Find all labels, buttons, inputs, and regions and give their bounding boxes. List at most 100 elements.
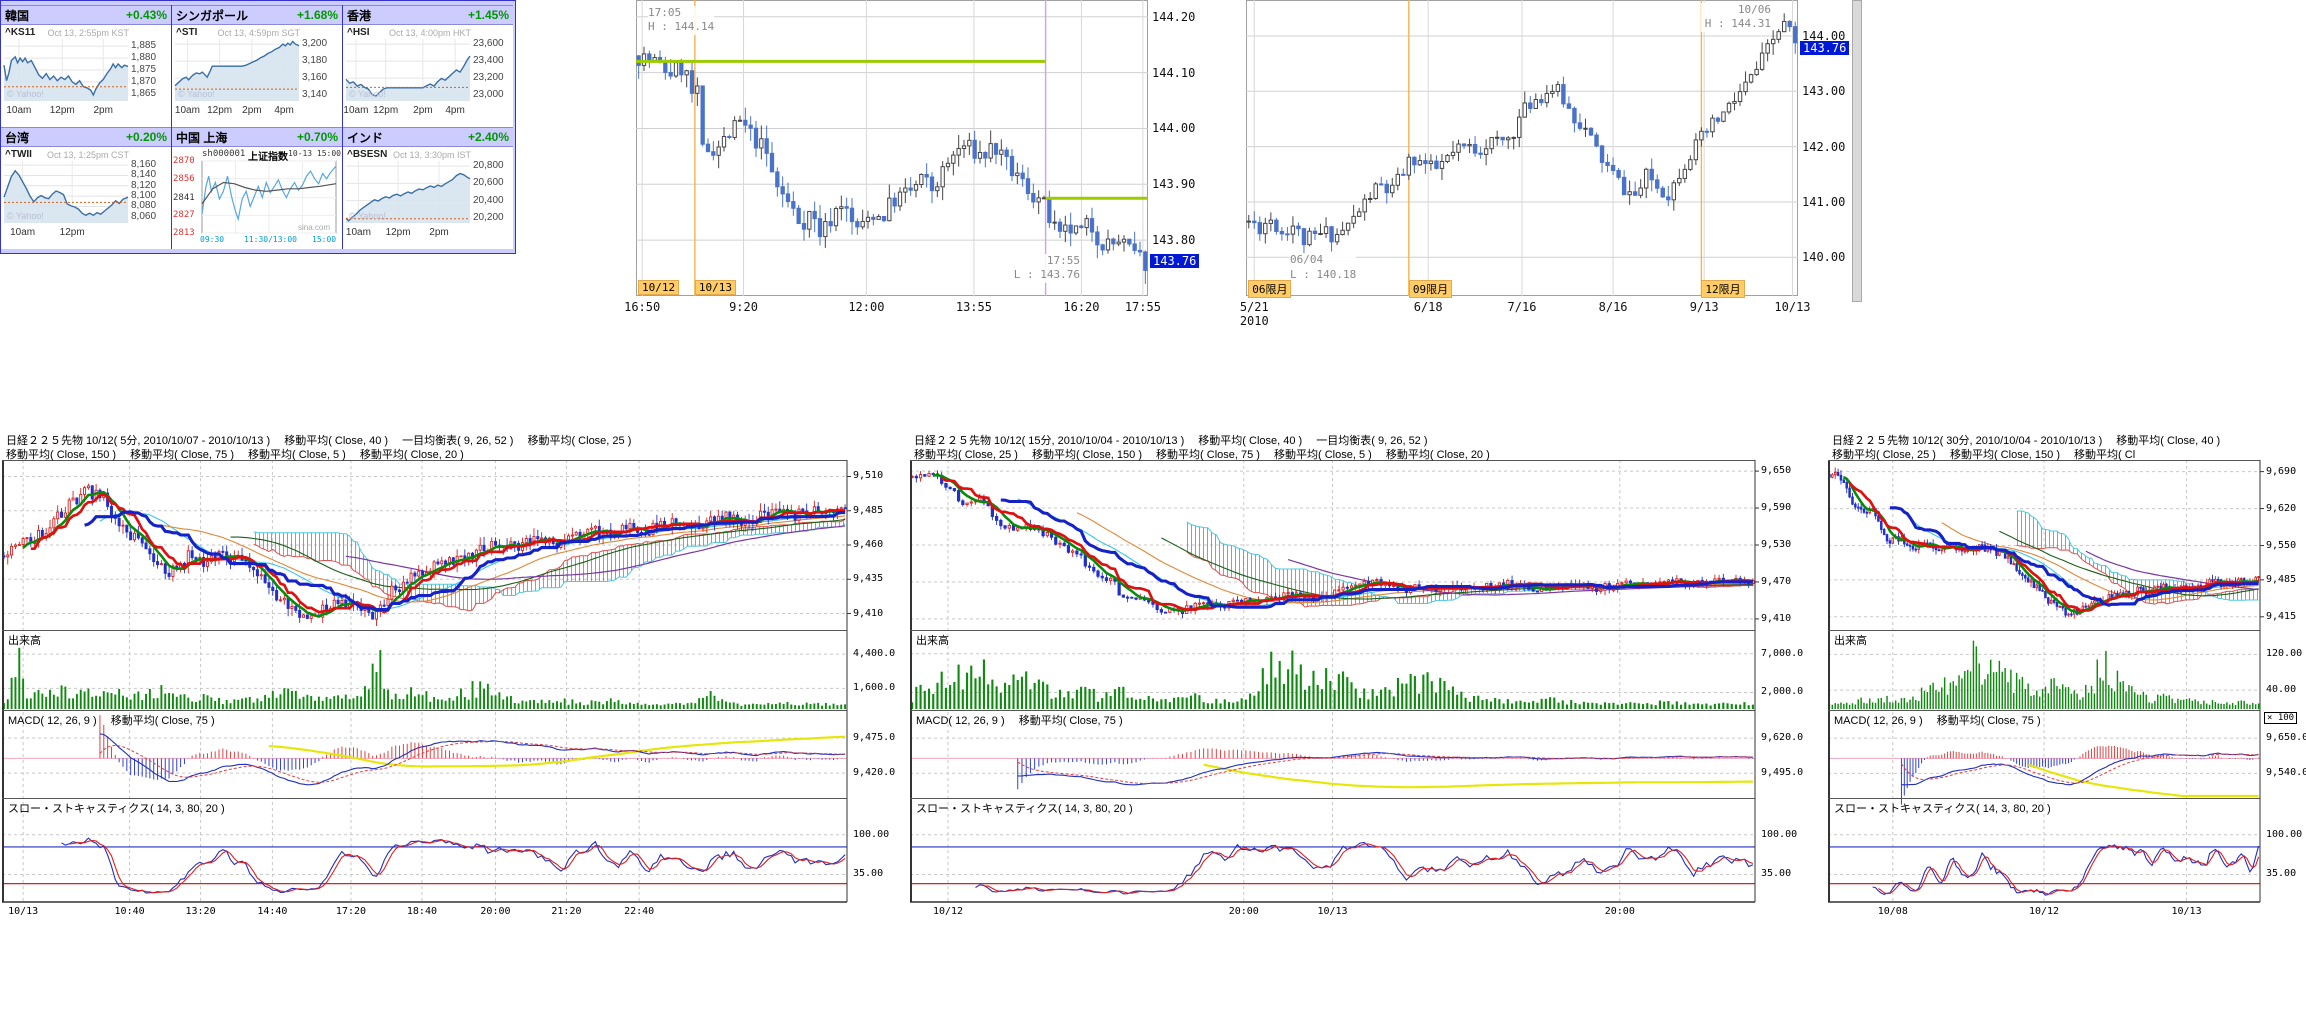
x-axis-label: 13:55: [955, 300, 992, 314]
scrollbar[interactable]: [1852, 0, 1862, 302]
y-axis-label: 20,600: [473, 177, 504, 189]
market-tile-korea[interactable]: 韓国 +0.43% ^KS11 Oct 13, 2:55pm KST 1,885 1,…: [1, 5, 172, 127]
market-change: +1.45%: [467, 8, 509, 22]
y-axis-label: 9,650: [1761, 465, 1792, 477]
y-axis-label: 1,885: [131, 40, 157, 52]
mini-chart-canvas: [345, 39, 471, 101]
x-axis-label: 10/13: [8, 906, 39, 917]
nikkei-30min-chart[interactable]: 日経２２５先物 10/12( 30分, 2010/10/04 - 2010/10…: [1828, 430, 2306, 930]
yahoo-watermark: © Yahoo!: [349, 211, 386, 221]
tile-header: 香港 +1.45%: [343, 5, 513, 25]
fx-chart-canvas[interactable]: [636, 0, 1148, 296]
markets-row-2: 台湾 +0.20% ^TWII Oct 13, 1:25pm CST 8,160 8,…: [1, 127, 515, 249]
market-tile-singapore[interactable]: シンガポール +1.68% ^STI Oct 13, 4:59pm SGT 3,20…: [172, 5, 343, 127]
x-axis-label: 8/16: [1598, 300, 1628, 314]
x-axis-label: 6/18: [1413, 300, 1443, 314]
y-axis-label: 23,000: [473, 89, 504, 101]
volume-axis-label: 40.00: [2266, 684, 2297, 696]
y-axis-label: 8,140: [131, 169, 157, 181]
y-axis-label: 9,690: [2266, 465, 2297, 477]
x-axis-label: 10/08: [1877, 906, 1908, 917]
x-axis-label: 5/21 2010: [1232, 300, 1276, 328]
x-axis-label: 10/13: [1317, 906, 1348, 917]
x-axis-label: 14:40: [257, 906, 288, 917]
macd-axis-label: 9,620.0: [1761, 732, 1804, 744]
y-axis-label: 9,550: [2266, 539, 2297, 551]
market-chart-taiwan[interactable]: ^TWII Oct 13, 1:25pm CST 8,160 8,140 8,120 8,…: [1, 147, 171, 249]
y-axis-label: 20,200: [473, 211, 504, 223]
x-axis-label: 10am: [6, 105, 32, 116]
x-axis-label: 12pm: [385, 227, 411, 238]
y-axis-label: 143.00: [1802, 84, 1846, 99]
y-axis-label: 1,870: [131, 75, 157, 87]
fx-daily-chart[interactable]: 144.00 143.00 142.00 141.00 140.00 143.76 5/21…: [1240, 0, 1862, 328]
volume-panel-label: 出来高: [8, 635, 41, 647]
y-axis-label: 8,060: [131, 210, 157, 222]
x-axis-label: 4pm: [274, 105, 294, 116]
index-symbol: ^KS11: [5, 27, 36, 38]
nikkei-15min-chart[interactable]: 日経２２５先物 10/12( 15分, 2010/10/04 - 2010/10…: [910, 430, 1810, 930]
market-chart-hongkong[interactable]: ^HSI Oct 13, 4:00pm HKT 23,600 23,400 23,200…: [343, 25, 513, 127]
fx-intraday-chart[interactable]: 144.20 144.10 144.00 143.90 143.80 143.76 16:5…: [624, 0, 1200, 318]
technical-chart-canvas[interactable]: [910, 460, 1810, 906]
yahoo-watermark: © Yahoo!: [178, 89, 215, 99]
low-annotation: 17:55 L : 143.76: [1004, 254, 1080, 283]
x-axis-label: 10/13: [2171, 906, 2202, 917]
x-axis-sublabel: 2010: [1239, 314, 1269, 328]
market-chart-shanghai[interactable]: 2870 2856 2841 2827 2813 sh000001 上证指数 10-13 15…: [172, 147, 342, 249]
x-axis-label: 10am: [345, 227, 371, 238]
last-price-tag: 143.76: [1800, 41, 1850, 56]
x-axis-label: 10am: [343, 105, 369, 116]
x-axis-label: 10/12: [2028, 906, 2060, 917]
x-axis-label: 11:30/13:00: [244, 235, 297, 244]
index-symbol: ^STI: [176, 27, 198, 38]
y-axis-label: 1,880: [131, 52, 157, 64]
stoch-axis-label: 100.00: [2266, 828, 2303, 840]
y-axis-label: 9,620: [2266, 502, 2297, 514]
stoch-axis-label: 100.00: [1761, 828, 1798, 840]
y-axis-label: 144.10: [1152, 65, 1196, 80]
market-chart-singapore[interactable]: ^STI Oct 13, 4:59pm SGT 3,200 3,180 3,160 3,1…: [172, 25, 342, 127]
x-axis-label: 20:00: [1604, 906, 1635, 917]
macd-axis-label: 9,540.0: [2266, 767, 2306, 779]
tile-header: 韓国 +0.43%: [1, 5, 171, 25]
chart-title-line1: 日経２２５先物 10/12( 15分, 2010/10/04 - 2010/10…: [914, 435, 1428, 447]
x-axis-label: 7/16: [1507, 300, 1537, 314]
x-axis-label: 10/12: [932, 906, 964, 917]
contract-month-tag: 06限月: [1248, 280, 1292, 298]
market-chart-korea[interactable]: ^KS11 Oct 13, 2:55pm KST 1,885 1,880 1,875 1,…: [1, 25, 171, 127]
stoch-axis-label: 35.00: [1761, 868, 1792, 880]
market-tile-shanghai[interactable]: 中国 上海 +0.70% 2870 2856 2841 2827 2813 sh00000…: [172, 127, 343, 249]
market-change: +0.20%: [125, 130, 167, 144]
technical-chart-canvas[interactable]: [2, 460, 902, 906]
volume-panel-label: 出来高: [1834, 635, 1867, 647]
market-tile-india[interactable]: インド +2.40% ^BSESN Oct 13, 3:30pm IST 20,80…: [343, 127, 513, 249]
macd-axis-label: 9,475.0: [853, 732, 896, 744]
market-chart-india[interactable]: ^BSESN Oct 13, 3:30pm IST 20,800 20,600 20,4…: [343, 147, 513, 249]
x-axis-label: 21:20: [551, 906, 582, 917]
market-name: インド: [347, 130, 384, 145]
x-axis-label: 18:40: [406, 906, 437, 917]
y-axis-label: 2870: [173, 156, 195, 166]
quote-timestamp: Oct 13, 4:59pm SGT: [217, 28, 300, 38]
y-axis-label: 23,200: [473, 72, 504, 84]
fx-chart-canvas[interactable]: [1246, 0, 1798, 296]
x-axis-label: 4pm: [445, 105, 465, 116]
y-axis-label: 9,485: [2266, 573, 2297, 585]
technical-chart-canvas[interactable]: [1828, 460, 2306, 906]
contract-month-tag: 09限月: [1408, 280, 1453, 298]
panel-top-strip: [1, 1, 515, 5]
market-tile-hongkong[interactable]: 香港 +1.45% ^HSI Oct 13, 4:00pm HKT 23,600 23…: [343, 5, 513, 127]
y-axis-label: 20,800: [473, 160, 504, 172]
x-axis-label: 12pm: [207, 105, 233, 116]
market-tile-taiwan[interactable]: 台湾 +0.20% ^TWII Oct 13, 1:25pm CST 8,160 8,…: [1, 127, 172, 249]
market-name: 中国 上海: [176, 130, 228, 145]
x-axis-label: 20:00: [1228, 906, 1259, 917]
x-axis-label: 13:20: [185, 906, 216, 917]
tile-header: 中国 上海 +0.70%: [172, 127, 342, 147]
nikkei-5min-chart[interactable]: 日経２２５先物 10/12( 5分, 2010/10/07 - 2010/10/…: [2, 430, 902, 930]
y-axis-label: 3,180: [302, 55, 328, 67]
quote-timestamp: Oct 13, 1:25pm CST: [46, 150, 129, 160]
x-axis-label: 2pm: [413, 105, 433, 116]
